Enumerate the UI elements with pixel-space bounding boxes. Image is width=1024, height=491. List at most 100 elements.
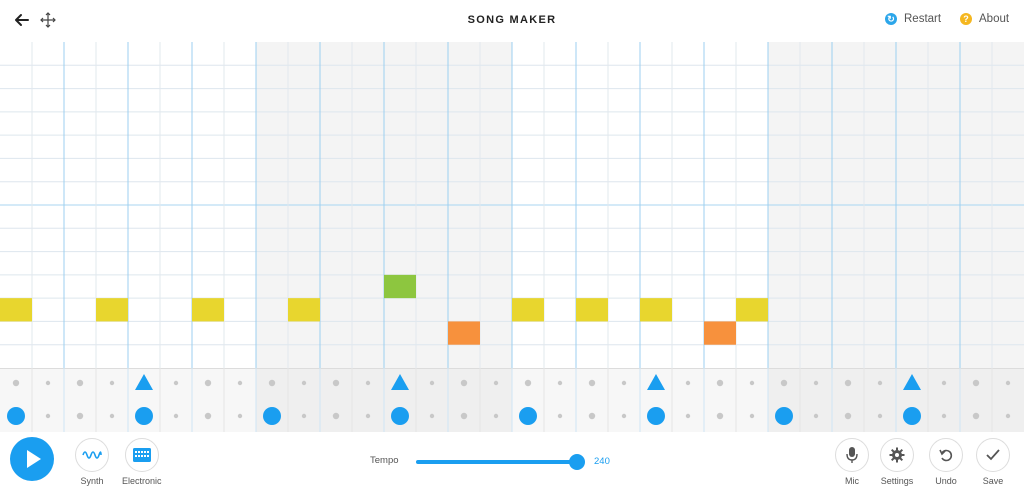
percussion-empty-dot[interactable] xyxy=(844,379,852,387)
percussion-empty-dot[interactable] xyxy=(365,380,371,386)
percussion-empty-dot[interactable] xyxy=(557,413,563,419)
percussion-empty-dot[interactable] xyxy=(365,413,371,419)
undo-icon xyxy=(929,438,963,472)
synth-wave-icon xyxy=(75,438,109,472)
percussion-circle[interactable] xyxy=(391,407,409,425)
melody-grid-canvas[interactable] xyxy=(0,42,1024,368)
percussion-empty-dot[interactable] xyxy=(268,379,276,387)
percussion-empty-dot[interactable] xyxy=(76,412,84,420)
note-block[interactable] xyxy=(736,298,768,322)
percussion-empty-dot[interactable] xyxy=(685,380,691,386)
tempo-slider[interactable] xyxy=(416,454,585,470)
percussion-empty-dot[interactable] xyxy=(941,413,947,419)
percussion-circle[interactable] xyxy=(647,407,665,425)
percussion-empty-dot[interactable] xyxy=(1005,380,1011,386)
percussion-label: Electronic xyxy=(122,476,162,486)
percussion-empty-dot[interactable] xyxy=(301,380,307,386)
tempo-slider-thumb[interactable] xyxy=(569,454,585,470)
percussion-empty-dot[interactable] xyxy=(844,412,852,420)
percussion-empty-dot[interactable] xyxy=(237,380,243,386)
rhythm-grid-canvas[interactable] xyxy=(0,368,1024,432)
rhythm-grid[interactable] xyxy=(0,368,1024,432)
percussion-empty-dot[interactable] xyxy=(941,380,947,386)
percussion-empty-dot[interactable] xyxy=(45,413,51,419)
percussion-empty-dot[interactable] xyxy=(780,379,788,387)
percussion-empty-dot[interactable] xyxy=(173,380,179,386)
percussion-empty-dot[interactable] xyxy=(460,412,468,420)
note-block[interactable] xyxy=(576,298,608,322)
percussion-empty-dot[interactable] xyxy=(173,413,179,419)
percussion-empty-dot[interactable] xyxy=(12,379,20,387)
top-bar: SONG MAKER ↻ Restart ? About xyxy=(0,0,1024,42)
percussion-empty-dot[interactable] xyxy=(301,413,307,419)
mic-button[interactable]: Mic xyxy=(835,438,869,486)
mic-label: Mic xyxy=(845,476,859,486)
percussion-empty-dot[interactable] xyxy=(45,380,51,386)
percussion-empty-dot[interactable] xyxy=(429,380,435,386)
percussion-triangle[interactable] xyxy=(135,374,153,390)
settings-button[interactable]: Settings xyxy=(880,438,914,486)
instrument-button[interactable]: Synth xyxy=(75,438,109,486)
percussion-button[interactable]: Electronic xyxy=(122,438,162,486)
percussion-empty-dot[interactable] xyxy=(716,379,724,387)
percussion-empty-dot[interactable] xyxy=(460,379,468,387)
percussion-empty-dot[interactable] xyxy=(813,380,819,386)
percussion-empty-dot[interactable] xyxy=(749,413,755,419)
note-block[interactable] xyxy=(96,298,128,322)
percussion-empty-dot[interactable] xyxy=(621,380,627,386)
percussion-empty-dot[interactable] xyxy=(109,380,115,386)
move-arrows-icon[interactable] xyxy=(38,10,58,30)
percussion-empty-dot[interactable] xyxy=(429,413,435,419)
percussion-empty-dot[interactable] xyxy=(621,413,627,419)
percussion-empty-dot[interactable] xyxy=(972,379,980,387)
note-block[interactable] xyxy=(0,298,32,322)
note-block[interactable] xyxy=(640,298,672,322)
percussion-circle[interactable] xyxy=(775,407,793,425)
percussion-empty-dot[interactable] xyxy=(685,413,691,419)
note-block[interactable] xyxy=(704,321,736,345)
percussion-circle[interactable] xyxy=(903,407,921,425)
undo-button[interactable]: Undo xyxy=(929,438,963,486)
save-button[interactable]: Save xyxy=(976,438,1010,486)
percussion-empty-dot[interactable] xyxy=(557,380,563,386)
percussion-empty-dot[interactable] xyxy=(76,379,84,387)
percussion-circle[interactable] xyxy=(135,407,153,425)
percussion-triangle[interactable] xyxy=(903,374,921,390)
percussion-empty-dot[interactable] xyxy=(588,412,596,420)
percussion-empty-dot[interactable] xyxy=(109,413,115,419)
percussion-empty-dot[interactable] xyxy=(204,412,212,420)
percussion-empty-dot[interactable] xyxy=(204,379,212,387)
percussion-empty-dot[interactable] xyxy=(813,413,819,419)
note-block[interactable] xyxy=(192,298,224,322)
note-block[interactable] xyxy=(288,298,320,322)
percussion-empty-dot[interactable] xyxy=(237,413,243,419)
percussion-empty-dot[interactable] xyxy=(877,413,883,419)
play-button[interactable] xyxy=(10,437,54,481)
percussion-circle[interactable] xyxy=(7,407,25,425)
about-button[interactable]: ? About xyxy=(960,13,1009,25)
restart-button[interactable]: ↻ Restart xyxy=(885,13,941,25)
percussion-empty-dot[interactable] xyxy=(493,413,499,419)
tempo-slider-track xyxy=(416,460,578,464)
percussion-empty-dot[interactable] xyxy=(588,379,596,387)
instrument-label: Synth xyxy=(80,476,104,486)
note-block[interactable] xyxy=(512,298,544,322)
percussion-empty-dot[interactable] xyxy=(524,379,532,387)
percussion-empty-dot[interactable] xyxy=(332,379,340,387)
checkmark-icon xyxy=(976,438,1010,472)
melody-grid[interactable] xyxy=(0,42,1024,368)
percussion-empty-dot[interactable] xyxy=(749,380,755,386)
note-block[interactable] xyxy=(384,274,416,299)
arrow-left-icon[interactable] xyxy=(12,10,32,30)
note-block[interactable] xyxy=(448,321,480,345)
percussion-empty-dot[interactable] xyxy=(716,412,724,420)
percussion-triangle[interactable] xyxy=(647,374,665,390)
percussion-triangle[interactable] xyxy=(391,374,409,390)
percussion-empty-dot[interactable] xyxy=(493,380,499,386)
percussion-circle[interactable] xyxy=(263,407,281,425)
percussion-empty-dot[interactable] xyxy=(1005,413,1011,419)
percussion-empty-dot[interactable] xyxy=(877,380,883,386)
percussion-empty-dot[interactable] xyxy=(332,412,340,420)
percussion-circle[interactable] xyxy=(519,407,537,425)
percussion-empty-dot[interactable] xyxy=(972,412,980,420)
